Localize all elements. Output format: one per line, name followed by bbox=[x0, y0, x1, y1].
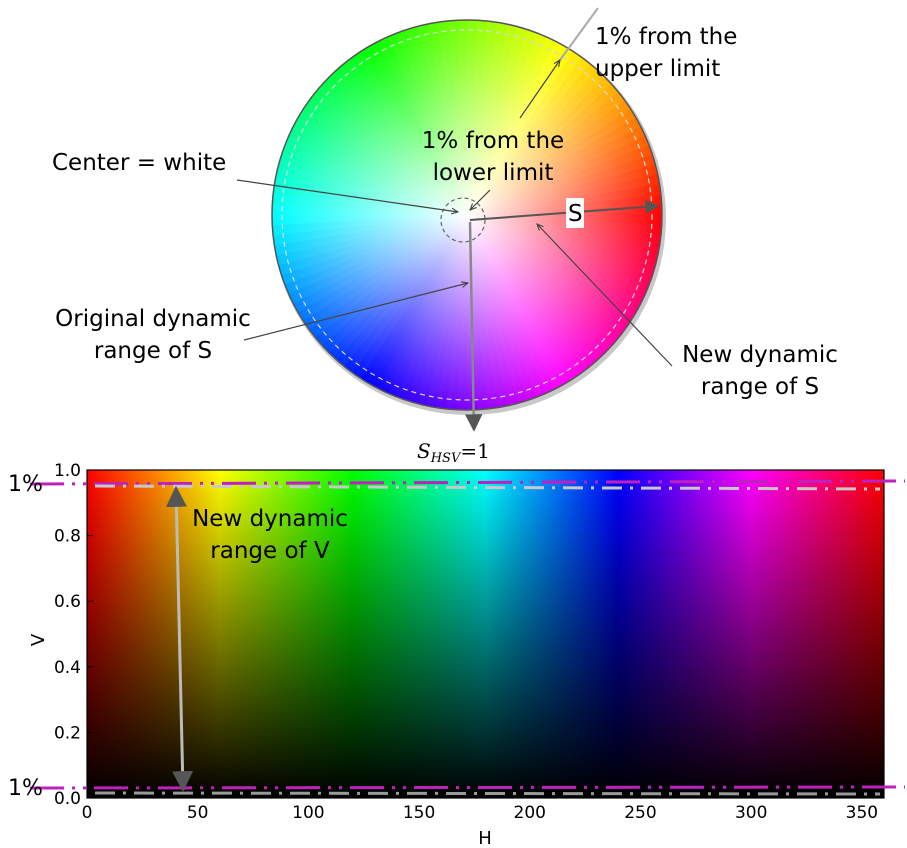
x-tick-label: 150 bbox=[403, 803, 435, 823]
x-tick-label: 100 bbox=[292, 803, 324, 823]
plot-frame bbox=[86, 469, 885, 799]
x-tick-label: 50 bbox=[187, 803, 209, 823]
upper-limit-leader bbox=[559, 7, 599, 61]
original-range-label: Original dynamic range of S bbox=[55, 306, 251, 364]
upper-limit-line bbox=[29, 479, 906, 486]
hv-plot: 0 50 100 150 200 250 300 350 0.0 0.2 0.4 0.6 0.8 1.0 bbox=[54, 461, 885, 823]
center-pointer bbox=[236, 179, 458, 212]
lower-limit-circle bbox=[440, 197, 486, 243]
original-range-pointer bbox=[243, 283, 468, 341]
new-range-v-label: New dynamic range of V bbox=[192, 506, 348, 564]
upper-pct-label: 1% bbox=[8, 472, 43, 497]
lower-limit-label: 1% from the lower limit bbox=[422, 128, 564, 186]
y-tick-label: 0.0 bbox=[54, 789, 81, 809]
upper-limit-label: 1% from the upper limit bbox=[595, 24, 737, 82]
y-tick-label: 0.4 bbox=[54, 658, 81, 678]
y-tick-label: 0.2 bbox=[54, 723, 81, 743]
s-marker-bg bbox=[566, 198, 584, 228]
lower-pct-label: 1% bbox=[8, 776, 43, 801]
s-arrow bbox=[469, 199, 660, 221]
hsv-color-wheel bbox=[271, 19, 666, 415]
upper-limit-circle bbox=[281, 29, 653, 401]
x-tick-label: 0 bbox=[82, 803, 93, 823]
x-tick-label: 250 bbox=[624, 803, 656, 823]
lower-limit-line-gray bbox=[94, 791, 881, 796]
x-tick-label: 350 bbox=[846, 803, 878, 823]
lower-limit-pointer bbox=[470, 189, 491, 210]
s-hsv-label: SHSV=1 bbox=[417, 439, 490, 466]
y-tick-label: 1.0 bbox=[54, 461, 81, 481]
s-marker-label: S bbox=[568, 201, 583, 227]
y-tick-label: 0.6 bbox=[54, 592, 81, 612]
y-axis-label: V bbox=[28, 633, 49, 646]
new-range-s-label: New dynamic range of S bbox=[682, 342, 838, 400]
new-range-pointer bbox=[537, 224, 673, 367]
x-axis-label: H bbox=[478, 828, 492, 848]
x-tick-label: 300 bbox=[735, 803, 767, 823]
plot-value-shade bbox=[87, 470, 884, 798]
x-tick-label: 200 bbox=[514, 803, 546, 823]
center-label: Center = white bbox=[52, 150, 226, 176]
s-hsv-arrow bbox=[464, 221, 483, 432]
v-range-arrow bbox=[165, 485, 194, 793]
y-tick-label: 0.8 bbox=[54, 527, 81, 547]
upper-limit-line-gray bbox=[94, 484, 881, 491]
upper-limit-pointer bbox=[519, 60, 560, 119]
